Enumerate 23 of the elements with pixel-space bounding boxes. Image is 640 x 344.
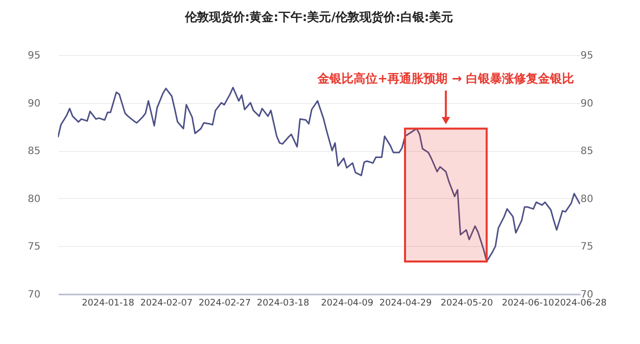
x-tick-label: 2024-02-27 xyxy=(198,298,251,308)
band-label: 金银比高位+再通胀预期 → 白银暴涨修复金银比 xyxy=(316,72,574,86)
x-tick-label: 2024-06-28 xyxy=(554,298,607,308)
x-tick-label: 2024-06-10 xyxy=(502,298,554,308)
y-tick-label: 70 xyxy=(28,290,40,300)
y-tick-label: 80 xyxy=(28,194,40,205)
y-tick-label: 85 xyxy=(28,146,40,158)
y2-tick-label: 80 xyxy=(580,194,594,205)
y-tick-label: 95 xyxy=(28,50,40,62)
x-tick-label: 2024-04-09 xyxy=(321,298,374,308)
y-tick-label: 90 xyxy=(28,98,40,110)
x-tick-label: 2024-04-29 xyxy=(379,298,432,308)
y2-tick-label: 95 xyxy=(580,50,594,62)
x-tick-label: 2024-01-18 xyxy=(82,298,134,308)
x-tick-label: 2024-05-20 xyxy=(440,298,494,308)
chart-title: 伦敦现货价:黄金:下午:美元/伦敦现货价:白银:美元 xyxy=(184,10,454,24)
y-tick-label: 75 xyxy=(28,242,40,253)
x-tick-label: 2024-03-18 xyxy=(256,298,310,308)
y2-tick-label: 75 xyxy=(580,242,594,253)
x-tick-label: 2024-02-07 xyxy=(140,298,193,308)
y2-tick-label: 90 xyxy=(580,98,594,110)
y2-tick-label: 85 xyxy=(580,146,594,158)
line-series xyxy=(58,86,580,262)
